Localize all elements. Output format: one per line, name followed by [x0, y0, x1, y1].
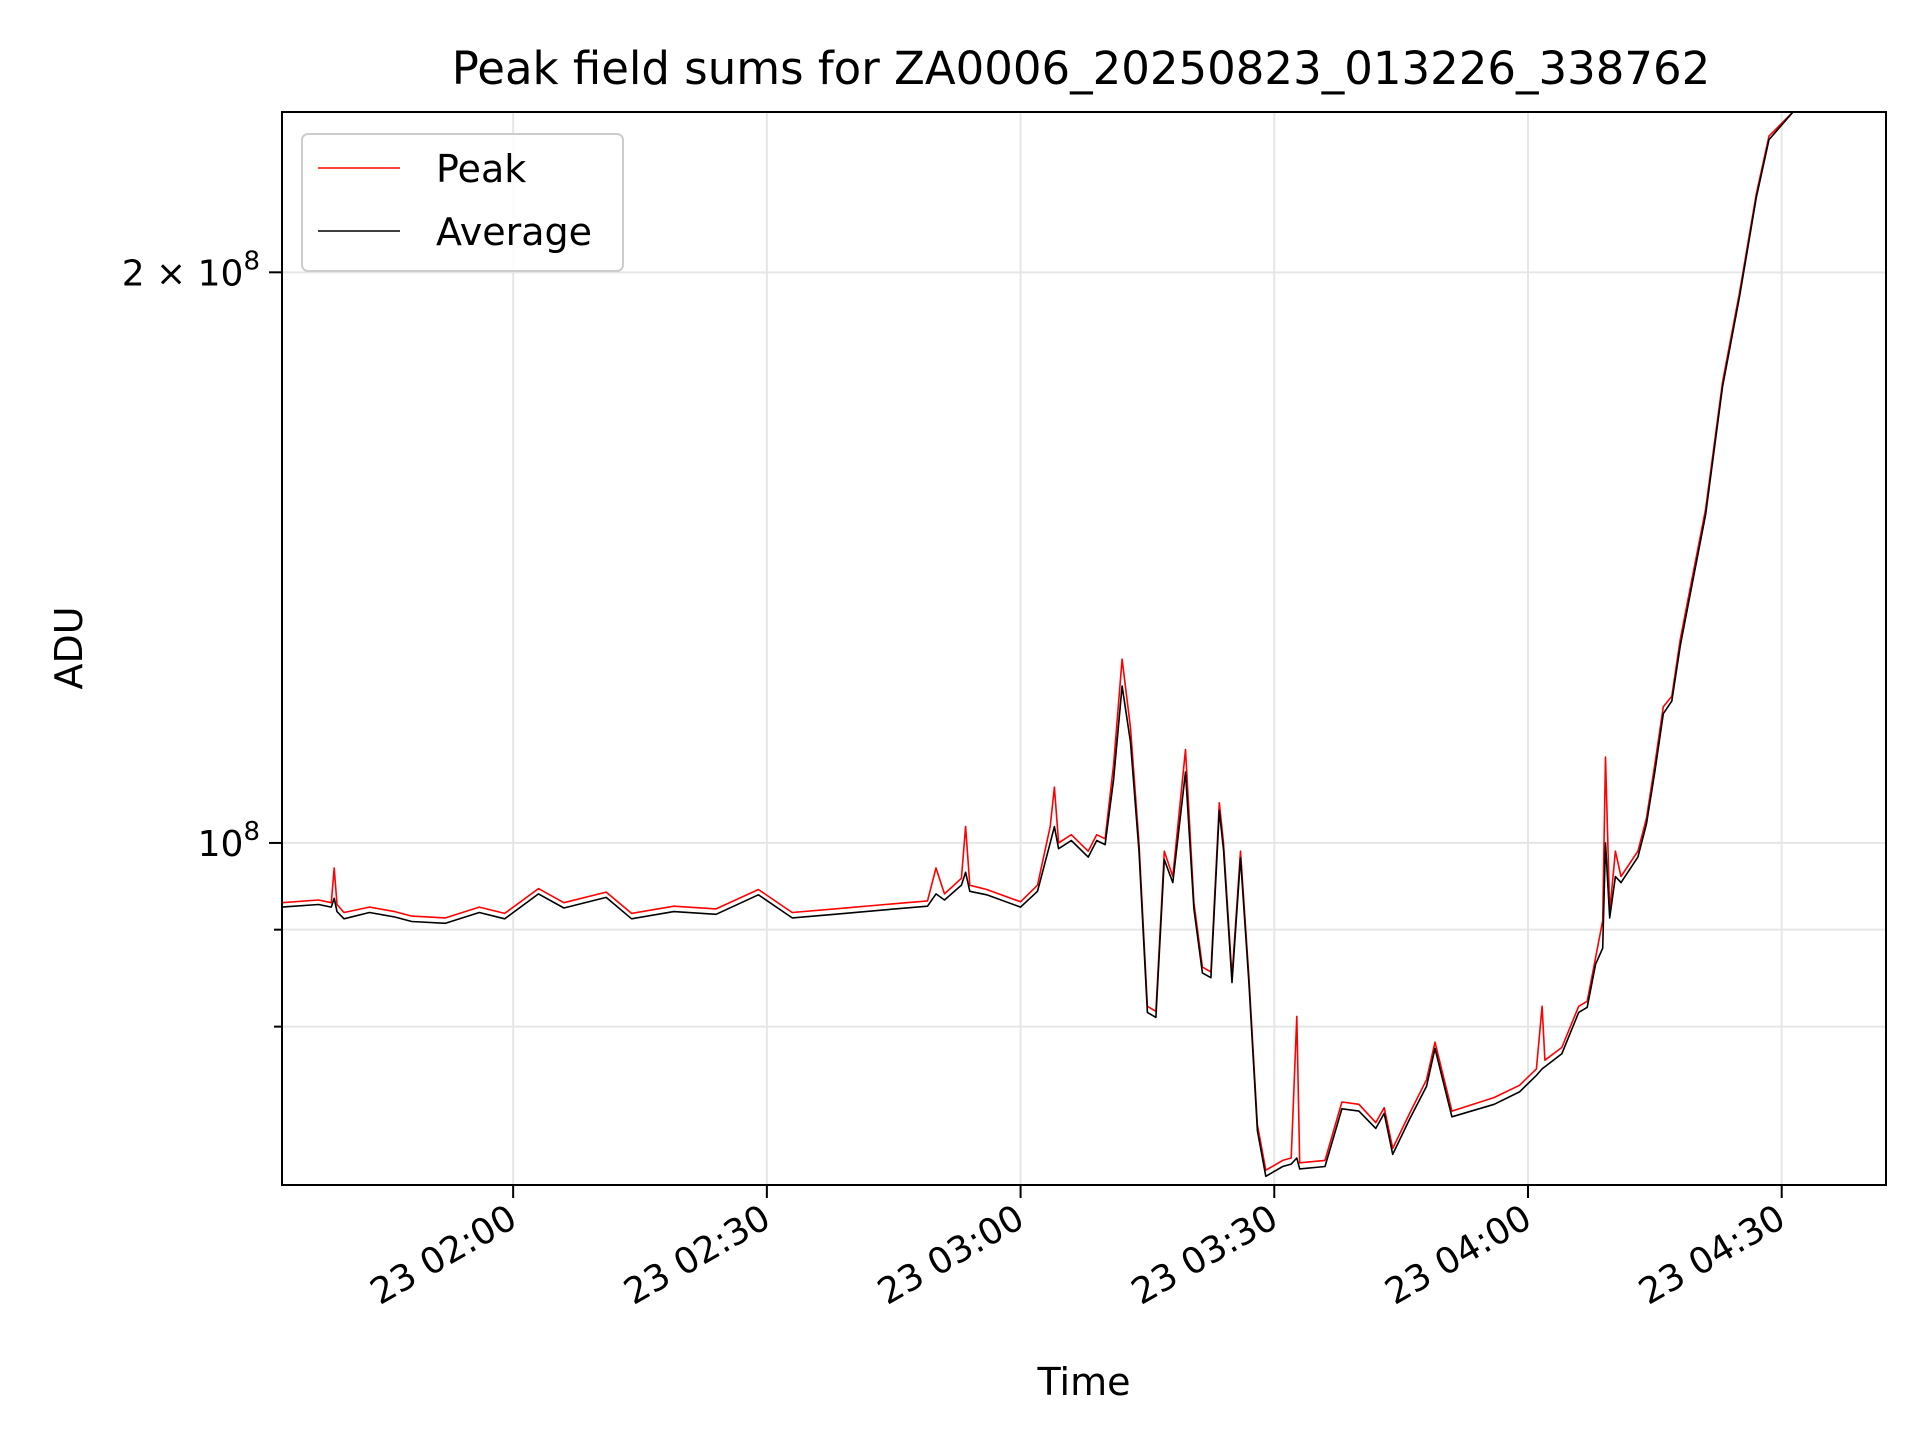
legend-label-peak: Peak: [436, 147, 526, 191]
y-tick-label: 108: [198, 817, 260, 865]
x-axis-label: Time: [1037, 1360, 1131, 1404]
series-line-peak: [281, 111, 1794, 1171]
grid-lines: [282, 112, 1886, 1185]
y-axis-label: ADU: [47, 606, 91, 689]
series-line-average: [281, 111, 1794, 1178]
series-lines: [281, 111, 1794, 1178]
legend: Peak Average: [301, 133, 624, 272]
plot-area-frame: [281, 111, 1887, 1186]
legend-label-average: Average: [436, 210, 592, 254]
chart-title: Peak field sums for ZA0006_20250823_0132…: [452, 42, 1711, 95]
y-tick-label: 2 × 108: [122, 246, 260, 294]
